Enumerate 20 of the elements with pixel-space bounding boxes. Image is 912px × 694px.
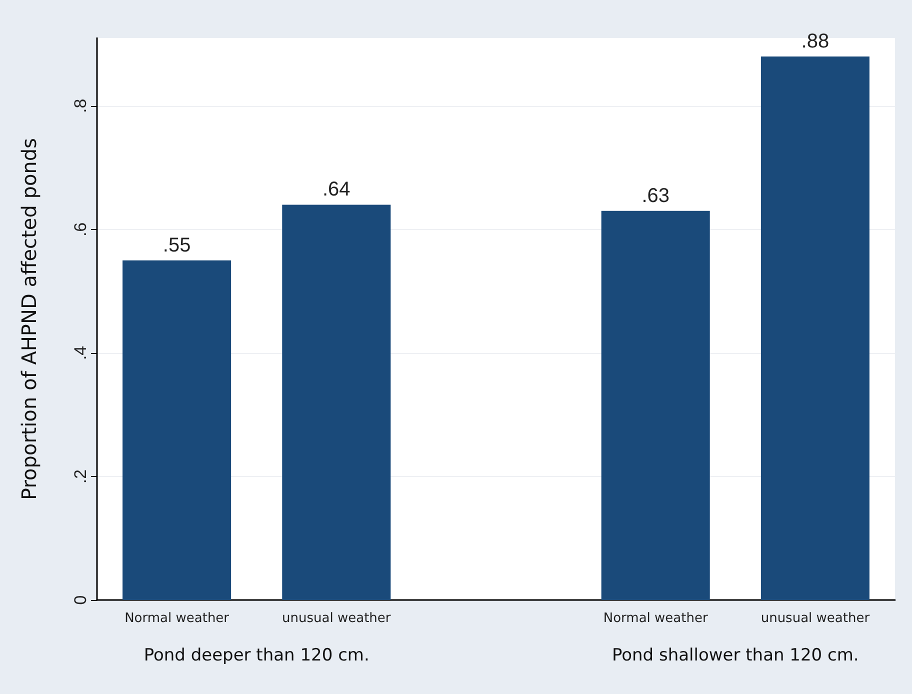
bar — [601, 210, 710, 600]
x-tick-label: unusual weather — [282, 611, 392, 626]
x-tick-label: unusual weather — [760, 611, 870, 626]
y-tick-label: .8 — [71, 98, 90, 114]
data-label: .63 — [642, 184, 670, 207]
y-axis-title: Proportion of AHPND affected ponds — [17, 138, 41, 500]
bar — [760, 56, 870, 600]
x-tick-label: Normal weather — [124, 611, 230, 626]
data-label: .88 — [801, 30, 830, 53]
bar — [122, 260, 232, 600]
data-label: .64 — [322, 178, 350, 201]
text: Pond shallower than 120 cm. — [612, 646, 859, 666]
x-tick-label: Normal weather — [603, 611, 708, 626]
y-tick-label: .4 — [71, 346, 90, 360]
y-tick-label: .2 — [71, 469, 90, 484]
data-label: .55 — [162, 234, 191, 256]
text: Pond deeper than 120 cm. — [144, 646, 370, 666]
bar — [282, 204, 391, 600]
y-tick-label: 0 — [71, 595, 90, 605]
y-tick-label: .6 — [71, 222, 90, 237]
